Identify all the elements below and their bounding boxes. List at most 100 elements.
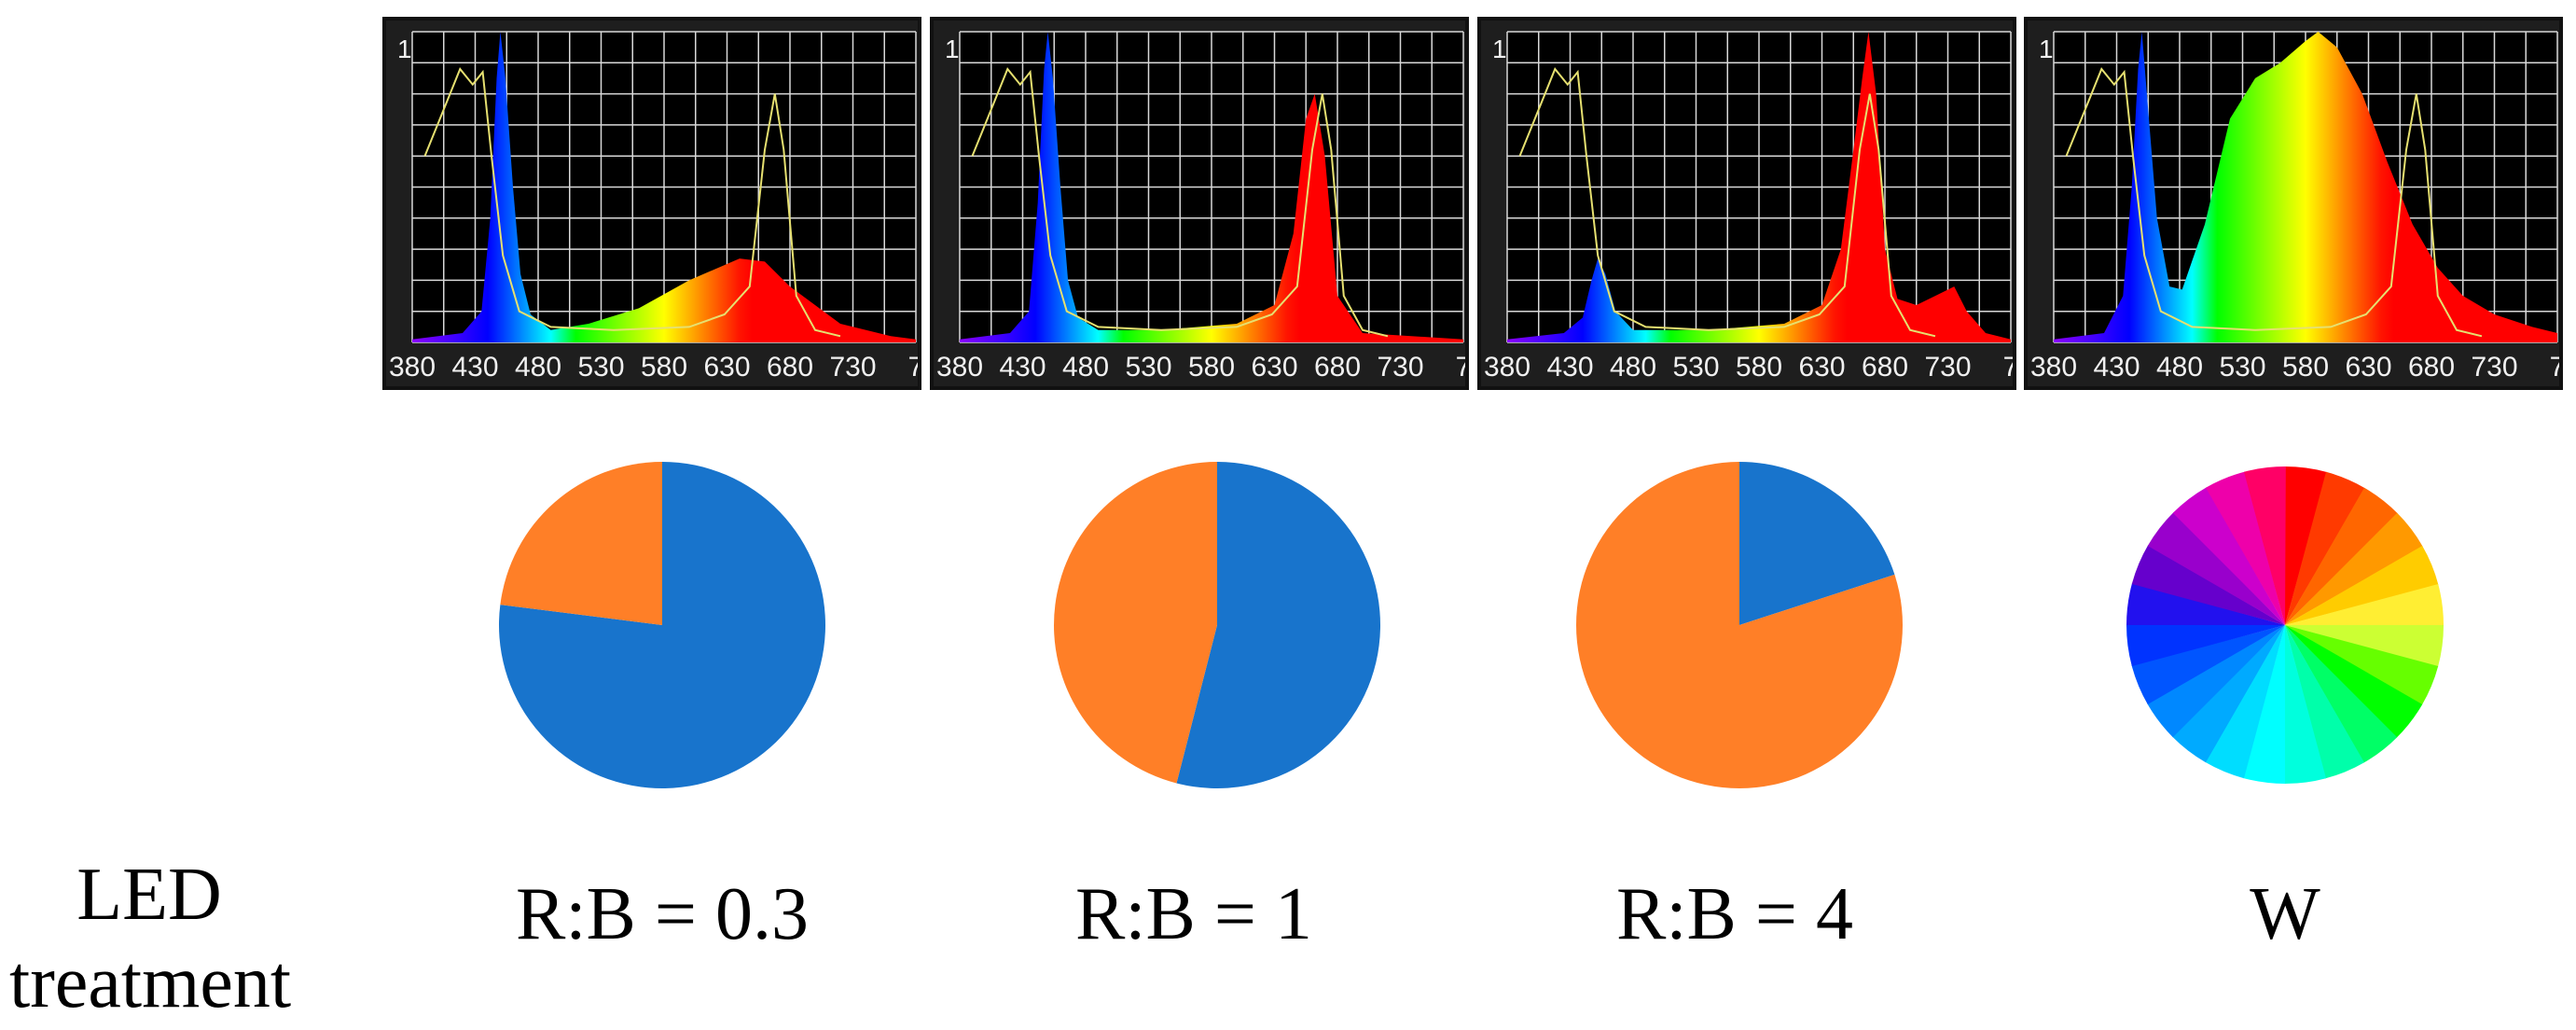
spectrum-panel-rb-0-3: 1 380 430 480 530 580 630 680 730 7: [382, 17, 921, 390]
pie-slice-color: [2172, 487, 2285, 625]
pie-slice-color: [2126, 624, 2285, 666]
x-tick-label: 380: [1484, 352, 1530, 383]
pie-svg: [499, 462, 826, 788]
x-tick-label: 630: [703, 352, 750, 383]
x-tick-label: 580: [1188, 352, 1235, 383]
y-max-label: 1: [1492, 35, 1507, 63]
treatment-label-rb-0-3: R:B = 0.3: [515, 873, 810, 955]
x-tick-label: 730: [1377, 352, 1423, 383]
pie-slice-color: [2285, 471, 2365, 625]
x-tick-label: 530: [1672, 352, 1719, 383]
spectrum-panel-rb-1: 1 380 430 480 530 580 630 680 730 7: [930, 17, 1469, 390]
x-tick-label: 530: [2219, 352, 2265, 383]
spectrum-panel-w: 1 380 430 480 530 580 630 680 730 7: [2024, 17, 2563, 390]
spectrum-chart: 1 380 430 480 530 580 630 680 730 7: [936, 31, 1465, 383]
led-spectrum-area: [960, 32, 1463, 342]
led-spectrum-area: [412, 32, 916, 342]
x-tick-label: 530: [1125, 352, 1171, 383]
x-tick-label: 680: [2408, 352, 2455, 383]
pie-slice-blue: [1176, 462, 1381, 788]
pie-slice-color: [2131, 545, 2285, 625]
x-tick-label: 630: [2345, 352, 2391, 383]
x-tick-label: 430: [999, 352, 1046, 383]
pie-chart-rb-1: [1031, 457, 1404, 793]
spectrum-chart: 1 380 430 480 530 580 630 680 730 7: [1484, 31, 2013, 383]
y-max-label: 1: [945, 35, 960, 63]
pie-slice-color: [2147, 512, 2285, 625]
x-tick-label: 730: [2471, 352, 2517, 383]
pie-slice-color: [2131, 625, 2285, 704]
y-max-label: 1: [397, 35, 412, 63]
pie-slice-blue: [1739, 462, 1895, 625]
pie-slice-color: [2285, 625, 2439, 705]
x-tick-label: 630: [1251, 352, 1297, 383]
x-tick-label: 730: [1924, 352, 1971, 383]
x-tick-label: 580: [1736, 352, 1782, 383]
pie-slice-red: [1575, 461, 1903, 788]
x-tick-label: 430: [2093, 352, 2140, 383]
pie-chart-w: [2098, 457, 2472, 793]
led-spectrum-area: [1507, 32, 2011, 342]
x-tick-label: 7: [908, 352, 918, 383]
x-tick-label: 480: [515, 352, 561, 383]
absorption-curve: [2065, 67, 2483, 338]
pie-chart-rb-4: [1553, 457, 1926, 793]
pie-svg: [1054, 462, 1381, 788]
pie-slice-color: [2126, 583, 2285, 625]
x-tick-label: 480: [1610, 352, 1656, 383]
pie-slice-color: [2284, 625, 2326, 784]
pie-chart-rb-0-3: [476, 457, 849, 793]
pie-slice-color: [2243, 625, 2285, 784]
x-tick-label: 680: [767, 352, 813, 383]
x-tick-label: 430: [1546, 352, 1593, 383]
pie-svg: [2126, 466, 2444, 784]
x-tick-label: 480: [1062, 352, 1109, 383]
pie-slice-color: [2205, 625, 2285, 779]
x-tick-label: 480: [2156, 352, 2203, 383]
x-tick-label: 380: [936, 352, 983, 383]
x-tick-label: 580: [641, 352, 687, 383]
x-tick-label: 430: [451, 352, 498, 383]
pie-svg: [1575, 461, 1903, 788]
x-tick-label: 680: [1314, 352, 1361, 383]
x-tick-label: 530: [577, 352, 624, 383]
pie-slice-color: [2285, 466, 2327, 625]
x-tick-label: 7: [2550, 352, 2559, 383]
x-tick-label: 380: [389, 352, 436, 383]
x-tick-label: 7: [1456, 352, 1465, 383]
pie-slice-color: [2285, 512, 2423, 625]
led-label-line2: treatment: [9, 941, 292, 1024]
spectrum-panel-rb-4: 1 380 430 480 530 580 630 680 730 7: [1477, 17, 2016, 390]
led-treatment-label: LED treatment: [9, 851, 292, 1027]
pie-slice-color: [2285, 546, 2439, 625]
x-tick-label: 630: [1798, 352, 1845, 383]
pie-slice-color: [2244, 466, 2286, 625]
spectrum-chart: 1 380 430 480 530 580 630 680 730 7: [2030, 31, 2559, 383]
pie-slice-color: [2285, 625, 2423, 738]
led-label-line1: LED: [76, 854, 222, 936]
pie-slice-color: [2285, 625, 2444, 667]
absorption-curve: [971, 67, 1389, 338]
pie-slice-color: [2147, 625, 2285, 738]
x-tick-label: 680: [1862, 352, 1908, 383]
absorption-curve: [1518, 67, 1936, 338]
treatment-label-rb-4: R:B = 4: [1615, 873, 1854, 955]
pie-slice-red: [1054, 462, 1217, 784]
spectrum-chart: 1 380 430 480 530 580 630 680 730 7: [389, 31, 918, 383]
absorption-curve: [423, 67, 841, 338]
x-tick-label: 580: [2282, 352, 2329, 383]
y-max-label: 1: [2039, 35, 2054, 63]
pie-slice-red: [500, 462, 662, 625]
pie-slice-color: [2285, 625, 2364, 779]
pie-slice-color: [2285, 584, 2444, 626]
pie-slice-color: [2285, 487, 2398, 625]
treatment-label-w: W: [2250, 873, 2320, 955]
pie-slice-color: [2172, 625, 2285, 763]
pie-slice-color: [2285, 625, 2398, 763]
x-tick-label: 7: [2003, 352, 2013, 383]
pie-slice-color: [2206, 471, 2285, 625]
led-spectrum-area: [2054, 32, 2557, 342]
x-tick-label: 730: [829, 352, 876, 383]
x-tick-label: 380: [2030, 352, 2077, 383]
treatment-label-rb-1: R:B = 1: [1074, 873, 1313, 955]
